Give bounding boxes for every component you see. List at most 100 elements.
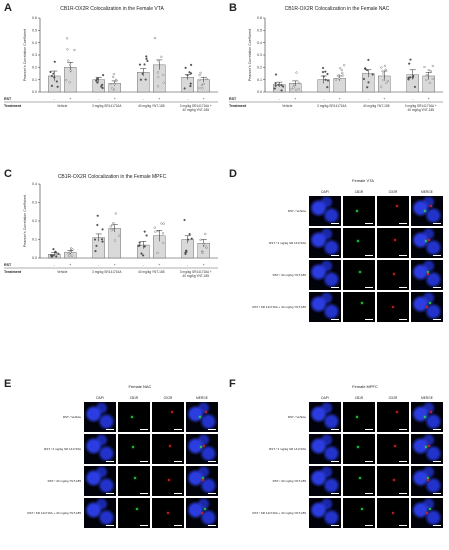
micrograph-cb1r [343, 260, 375, 290]
data-point [56, 85, 59, 88]
data-point [137, 244, 140, 247]
micrograph-merge [411, 292, 443, 322]
data-point [282, 85, 285, 88]
treatment-label: Treatment [4, 104, 22, 108]
rst-sign: + [203, 97, 205, 101]
y-tick-label: 0.1 [32, 78, 37, 82]
data-point [144, 78, 147, 81]
data-point [337, 74, 340, 77]
data-point [341, 74, 344, 77]
data-point [68, 254, 71, 257]
data-point [53, 76, 56, 79]
micrograph-dapi [309, 466, 341, 496]
data-point [293, 83, 296, 86]
y-axis-label: Pearson's Correlation Coefficient [23, 29, 27, 81]
treatment-label: Treatment [4, 270, 22, 274]
panel-letter: A [4, 2, 12, 14]
data-point [367, 58, 370, 61]
micrograph-merge [411, 498, 443, 528]
data-point [295, 71, 298, 74]
rst-sign: - [98, 97, 100, 101]
data-point [94, 250, 97, 253]
data-point [100, 238, 104, 241]
micrograph-cb1r [343, 434, 375, 464]
data-point [412, 74, 415, 77]
treatment-name: 3 mg/kg SR141716A + [180, 270, 212, 274]
micrograph-merge [186, 498, 218, 528]
data-point [189, 85, 192, 88]
y-tick-label: 0.1 [32, 238, 37, 242]
rst-sign: + [114, 97, 116, 101]
treatment-name: 40 mg/kg YNT-185 [407, 108, 434, 112]
figure-title: Female NAC [128, 384, 152, 389]
figure-title: Female MPFC [352, 384, 378, 389]
data-point [96, 223, 99, 227]
data-point [145, 55, 148, 58]
treatment-name: 40 mg/kg YNT-185 [182, 274, 209, 278]
micrograph-cb1r [343, 228, 375, 258]
micrograph-ox2r [152, 434, 184, 464]
data-point [280, 84, 283, 87]
data-point [427, 68, 430, 72]
data-point [382, 78, 385, 82]
data-point [52, 248, 55, 251]
data-point [186, 238, 190, 241]
data-point [297, 81, 300, 84]
data-point [322, 75, 325, 78]
data-point [67, 59, 70, 62]
data-point [324, 70, 327, 73]
panel-letter: F [229, 378, 236, 390]
treatment-name: 3 mg/kg SR141716A [92, 104, 122, 108]
data-point [340, 69, 343, 72]
data-point [66, 48, 69, 51]
data-point [273, 87, 276, 90]
data-point [96, 81, 99, 84]
treatment-name: 40 mg/kg YNT-185 [363, 104, 390, 108]
data-point [162, 81, 165, 84]
row-label: RST / 3 mg/kg SR 141716A [44, 447, 81, 451]
bar [108, 228, 121, 259]
data-point [71, 254, 74, 257]
data-point [382, 72, 385, 75]
y-tick-label: 0.0 [32, 90, 37, 94]
y-tick-label: 0.4 [32, 182, 37, 186]
data-point [367, 81, 370, 84]
y-tick-label: 0.3 [32, 201, 37, 205]
data-point [324, 78, 327, 81]
y-axis-label: Pearson's Correlation Coefficient [248, 29, 252, 81]
data-point [160, 222, 163, 225]
data-point [69, 251, 72, 254]
data-point [162, 241, 165, 244]
data-point [112, 73, 115, 76]
data-point [362, 77, 365, 81]
data-point [113, 239, 116, 242]
micrograph-merge [186, 466, 218, 496]
data-point [185, 250, 188, 253]
data-point [111, 224, 114, 227]
rst-label: RST [229, 97, 237, 101]
micrograph-cb1r [118, 498, 150, 528]
micrograph-ox2r [377, 434, 409, 464]
data-point [111, 228, 115, 231]
rst-sign: - [143, 263, 145, 267]
figure-panel-f: F Female MPFC DAPI CB1R OX2R MERGE RST / Veh… [225, 372, 449, 550]
data-point [366, 69, 369, 72]
column-header: MERGE [421, 396, 433, 400]
data-point [101, 240, 104, 243]
data-point [95, 244, 98, 247]
data-point [423, 65, 426, 69]
bar-chart-nac: 0.0 0.1 0.2 0.3 0.4 0.5 0.6 Pearson's Correlati… [229, 16, 443, 112]
treatment-label: Treatment [229, 104, 247, 108]
micrograph-ox2r [377, 402, 409, 432]
data-point [145, 234, 148, 237]
data-point [295, 88, 298, 91]
figure-panel-d: D Female VTA DAPI CB1R OX2R MERGE RST / Vehi… [225, 166, 449, 336]
data-point [157, 230, 160, 233]
bar-chart-mpfc: 0.0 0.1 0.2 0.3 0.4 Pearson's Correlation Coe… [4, 182, 218, 278]
data-point [142, 254, 145, 257]
y-tick-label: 0.5 [257, 29, 262, 33]
column-header: CB1R [129, 396, 139, 400]
data-point [199, 238, 202, 241]
figure-panel-e: E Female NAC DAPI CB1R OX2R MERGE RST / Vehi… [0, 372, 224, 550]
data-point [50, 254, 53, 257]
